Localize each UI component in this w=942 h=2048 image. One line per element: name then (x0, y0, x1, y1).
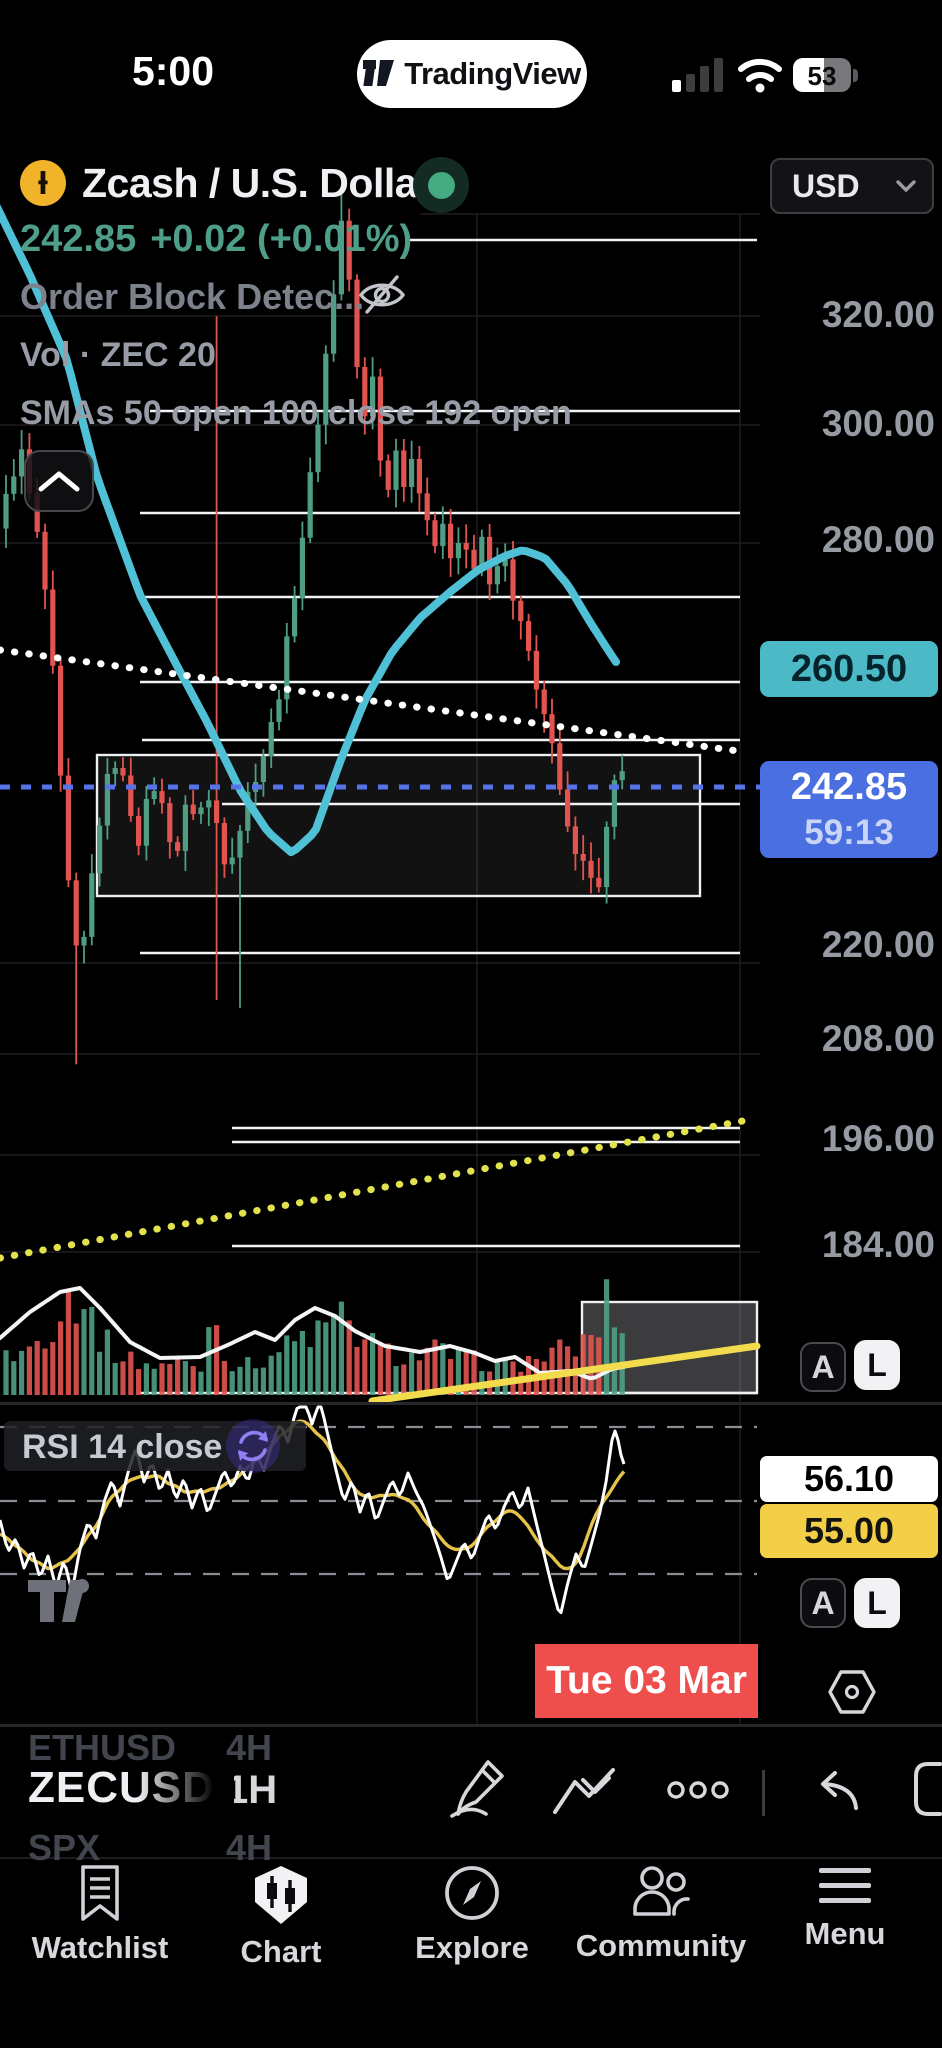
signal-icon (672, 58, 723, 92)
current-price-badge[interactable]: 242.85 59:13 (760, 761, 938, 858)
price-axis-label: 196.00 (821, 1117, 935, 1159)
watchlist-row-spx[interactable]: SPX (28, 1827, 101, 1868)
zcash-coin-icon: Ɨ (20, 160, 66, 206)
nav-community-label: Community (575, 1928, 747, 1963)
nav-explore[interactable]: Explore (382, 1864, 562, 1966)
collapse-panel-button[interactable] (24, 450, 94, 512)
indicator-volume[interactable]: Vol · ZEC 20 (20, 336, 216, 374)
auto-scale-button[interactable]: A (800, 1342, 846, 1392)
indicators-tool-icon[interactable] (552, 1766, 620, 1818)
nav-watchlist[interactable]: Watchlist (10, 1864, 190, 1966)
last-price-row: 242.85 +0.02 (+0.01%) (20, 218, 412, 261)
nav-explore-label: Explore (415, 1930, 529, 1965)
community-icon (633, 1866, 690, 1916)
price-change: +0.02 (+0.01%) (150, 218, 413, 260)
footer-separator (0, 1724, 942, 1727)
last-price: 242.85 (20, 218, 137, 260)
nav-community[interactable]: Community (571, 1864, 751, 1964)
price-axis-label: 320.00 (821, 294, 935, 336)
active-symbol-timeframe[interactable]: 1H (226, 1768, 278, 1812)
rsi-auto-scale-button[interactable]: A (800, 1578, 846, 1628)
rsi-log-scale-button[interactable]: L (854, 1578, 900, 1628)
nav-menu-label: Menu (804, 1916, 886, 1951)
nav-chart-label: Chart (240, 1934, 322, 1969)
symbol-title[interactable]: Zcash / U.S. Dollar (82, 160, 433, 206)
nav-chart-active[interactable]: Chart (191, 1864, 371, 1970)
ticker-fade-overlay (138, 1760, 234, 1816)
object-tree-icon[interactable] (826, 1668, 878, 1716)
rsi-sync-icon[interactable] (226, 1419, 280, 1473)
battery-icon: 53 (793, 58, 859, 94)
alert-price-badge[interactable]: 260.50 (760, 641, 938, 697)
tradingview-pill: TradingView (357, 40, 587, 108)
status-time: 5:00 (131, 48, 215, 94)
price-axis-label: 208.00 (821, 1017, 935, 1059)
price-axis-label: 220.00 (821, 923, 935, 965)
indicator-smas[interactable]: SMAs 50 open 100 close 192 open (20, 394, 572, 432)
eye-off-icon[interactable] (356, 270, 408, 320)
undo-icon[interactable] (810, 1766, 862, 1816)
toolbar-divider (762, 1770, 765, 1816)
price-axis-label: 300.00 (821, 402, 935, 444)
nav-watchlist-label: Watchlist (31, 1930, 169, 1965)
pill-label: TradingView (404, 56, 581, 91)
market-open-indicator (413, 157, 469, 213)
currency-dropdown[interactable]: USD (770, 158, 934, 214)
chart-icon (255, 1866, 307, 1924)
indicator-order-block[interactable]: Order Block Detec... (20, 276, 365, 317)
tradingview-watermark-icon (28, 1579, 89, 1622)
redo-icon-partial[interactable] (912, 1760, 942, 1818)
more-options-icon[interactable] (666, 1780, 730, 1800)
chevron-down-icon (896, 179, 916, 192)
price-axis-label: 184.00 (821, 1223, 935, 1265)
wifi-icon (738, 58, 782, 93)
watchlist-row-spx-tf: 4H (226, 1827, 273, 1868)
pane-separator[interactable] (0, 1402, 942, 1405)
date-axis-badge: Tue 03 Mar (535, 1644, 758, 1718)
battery-percent: 53 (807, 61, 837, 91)
tradingview-logo-icon (363, 60, 395, 86)
currency-dropdown-value: USD (792, 167, 860, 204)
rsi-value-badge: 56.10 (760, 1456, 938, 1502)
nav-menu[interactable]: Menu (755, 1864, 935, 1952)
watchlist-icon (81, 1865, 119, 1921)
draw-tool-icon[interactable] (448, 1756, 508, 1820)
log-scale-button[interactable]: L (854, 1340, 900, 1390)
chevron-up-icon (38, 471, 80, 492)
bar-countdown: 59:13 (804, 812, 894, 852)
menu-icon (819, 1868, 871, 1903)
nav-separator (0, 1857, 942, 1859)
current-price-value: 242.85 (790, 765, 908, 808)
market-open-dot (427, 171, 455, 199)
indicator-rsi[interactable]: RSI 14 close (22, 1428, 223, 1466)
rsi-ma-badge: 55.00 (760, 1504, 938, 1558)
explore-icon (445, 1866, 499, 1920)
rsi-label-backdrop (4, 1421, 306, 1471)
price-axis-label: 280.00 (821, 518, 935, 560)
